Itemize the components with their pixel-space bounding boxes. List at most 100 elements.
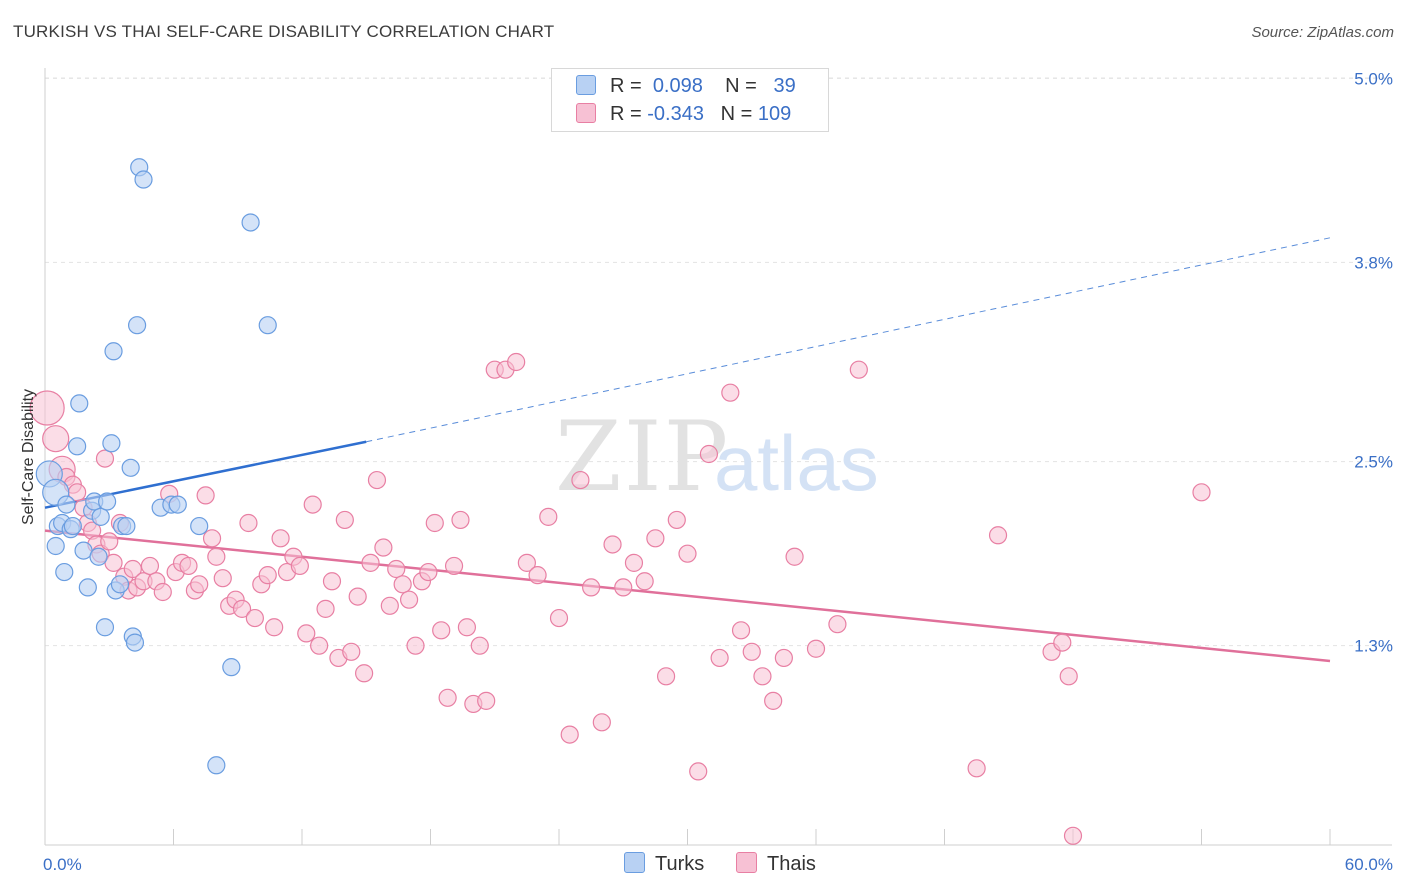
point-thais [571,470,590,490]
point-thais [29,390,65,426]
point-thais [603,535,622,554]
legend-row-thais: R = -0.343 N = 109 [576,103,791,126]
legend: R = 0.098 N = 39 R = -0.343 N = 109 [551,68,829,132]
point-thais [419,562,438,582]
y-tick-labels: 1.3% 2.5% 3.8% 5.0% [1354,69,1393,655]
point-turks [89,547,108,566]
point-thais [271,529,290,548]
point-thais [207,547,226,566]
point-thais [258,566,277,585]
bottom-legend-swatch-thais [736,852,757,873]
point-thais [387,559,406,579]
y-tick-label: 5.0% [1354,69,1393,88]
trend-line-turks-extended [366,237,1331,443]
legend-swatch-thais [576,103,596,123]
point-thais [303,495,322,514]
source-label: Source: ZipAtlas.com [1251,24,1394,41]
point-turks [258,316,277,335]
point-turks [70,394,89,413]
point-thais [764,691,783,710]
turks-points [35,158,277,775]
point-thais [1059,667,1078,686]
point-thais [678,544,697,563]
point-thais [507,352,526,372]
point-thais [245,608,264,628]
point-thais [355,664,374,683]
point-thais [517,553,536,572]
bottom-legend-thais: Thais [736,852,816,876]
point-thais [342,642,361,661]
point-thais [297,624,316,643]
legend-turks-n-value: 39 [773,75,796,97]
point-turks [91,507,110,526]
point-thais [470,636,489,655]
point-thais [451,510,470,530]
point-turks [102,434,121,453]
point-thais [432,621,451,640]
point-thais [380,596,399,615]
point-thais [140,556,160,576]
legend-turks-r-label: R = [610,75,642,97]
point-thais [828,615,847,634]
point-turks [241,213,260,232]
point-turks [110,575,130,594]
point-turks [46,536,65,556]
point-thais [153,582,172,602]
point-thais [988,526,1008,545]
point-turks [134,170,153,189]
point-thais [335,510,354,530]
point-thais [322,572,342,591]
point-turks [121,458,140,477]
point-thais [731,621,751,640]
point-thais [196,486,215,505]
trend-line-thais [44,529,1331,663]
point-thais [42,425,70,453]
point-thais [399,590,419,609]
point-turks [125,633,145,652]
point-thais [1192,483,1211,502]
legend-thais-r-value: -0.343 [647,103,704,125]
point-thais [742,642,761,661]
y-tick-label: 1.3% [1354,637,1393,656]
point-thais [477,691,496,710]
point-thais [348,587,367,606]
y-tick-label: 2.5% [1354,453,1393,472]
point-turks [222,658,241,677]
chart-title: TURKISH VS THAI SELF-CARE DISABILITY COR… [13,22,555,41]
point-thais [457,618,477,637]
point-thais [393,575,412,594]
point-turks [78,578,97,597]
point-thais [646,529,665,548]
point-thais [438,688,457,707]
point-thais [290,556,309,576]
legend-thais-r-label: R = [610,103,642,125]
point-thais [721,383,740,402]
point-thais [213,569,232,588]
point-turks [68,437,87,456]
x-tick-label-max: 60.0% [1345,855,1393,874]
point-turks [127,316,147,335]
point-thais [967,759,986,778]
y-axis-label: Self-Care Disability [20,389,37,525]
point-thais [614,578,633,597]
point-thais [539,507,558,526]
point-thais [635,572,654,591]
bottom-legend-turks: Turks [624,852,704,876]
point-turks [168,495,187,514]
point-turks [190,516,209,536]
watermark-zip: ZIP [555,401,730,513]
point-thais [806,639,826,658]
point-turks [117,516,136,536]
point-thais [849,360,868,379]
point-thais [100,532,119,551]
point-thais [785,547,804,566]
x-tick-labels: 0.0% 60.0% [43,855,1393,874]
legend-thais-n-value: 109 [757,103,792,125]
point-thais [592,713,611,732]
point-turks [63,516,82,536]
bottom-legend-label-turks: Turks [655,853,705,875]
y-tick-label: 3.8% [1354,253,1393,272]
point-thais [190,575,209,594]
legend-thais-n-label: N = [720,103,753,125]
legend-turks-r-value: 0.098 [652,75,703,97]
